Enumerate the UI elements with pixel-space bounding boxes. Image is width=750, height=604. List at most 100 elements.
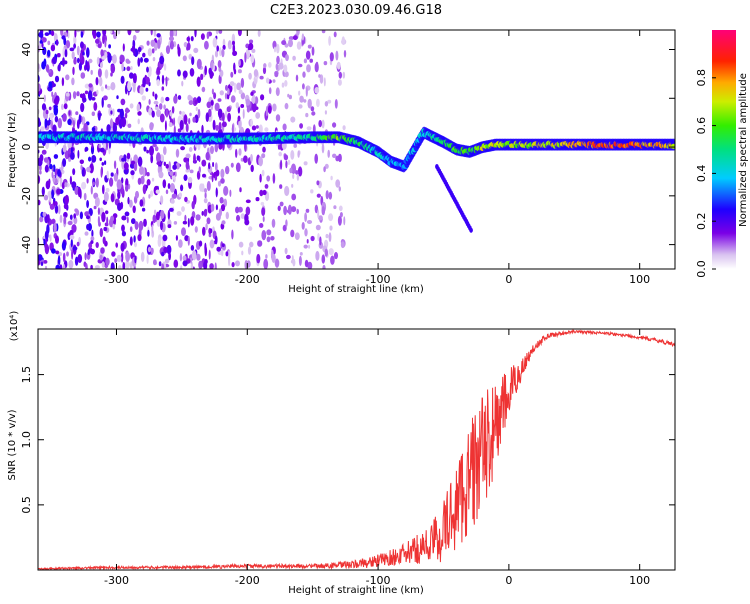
spectrogram-noise-mark (95, 77, 99, 86)
spectrogram-noise-mark (77, 57, 80, 64)
spectrogram-noise-mark (328, 248, 334, 256)
x-tick-label: -100 (366, 273, 391, 286)
spectrogram-noise-mark (251, 125, 257, 131)
spectrogram-noise-mark (124, 112, 128, 119)
colorbar-gradient (712, 30, 736, 269)
spectrogram-noise-mark (211, 172, 214, 183)
spectrogram-noise-mark (70, 152, 75, 160)
spectrogram-noise-mark (328, 191, 333, 200)
spectrogram-noise-mark (137, 118, 140, 125)
spectrogram-noise-mark (113, 160, 117, 169)
spectrogram-noise-mark (100, 62, 103, 69)
spectrogram-noise-mark (127, 123, 132, 128)
spectrogram-noise-mark (52, 124, 57, 134)
spectrogram-noise-mark (266, 175, 271, 182)
spectrogram-noise-mark (91, 155, 97, 163)
spectrogram-noise-mark (204, 192, 207, 199)
spectrogram-noise-mark (332, 153, 337, 158)
spectrogram-noise-mark (225, 211, 229, 220)
spectrogram-noise-mark (151, 177, 155, 182)
spectrogram-noise-mark (77, 186, 81, 198)
spectrogram-noise-mark (100, 247, 105, 254)
spectrogram-noise-mark (189, 257, 193, 264)
spectrogram-noise-mark (50, 30, 55, 37)
spectrogram-noise-mark (145, 87, 149, 92)
spectrogram-noise-mark (100, 86, 104, 92)
spectrogram-noise-mark (283, 64, 288, 73)
spectrogram-noise-mark (148, 107, 153, 116)
spectrogram-noise-mark (122, 262, 126, 269)
spectrogram-noise-mark (85, 263, 88, 269)
spectrogram-noise-mark (96, 89, 99, 95)
spectrogram-noise-mark (167, 224, 172, 229)
spectrogram-noise-mark (279, 201, 284, 207)
spectrogram-noise-mark (295, 170, 299, 175)
x-tick-label: -200 (235, 574, 260, 587)
spectrogram-noise-mark (125, 119, 128, 127)
spectrogram-noise-mark (158, 103, 163, 110)
spectrogram-noise-mark (221, 48, 225, 58)
spectrogram-noise-mark (200, 73, 204, 81)
spectrogram-noise-mark (240, 77, 245, 88)
spectrogram-noise-mark (215, 187, 218, 198)
spectrogram-noise-mark (218, 208, 222, 217)
spectrogram-noise-mark (110, 72, 113, 77)
spectrogram-noise-mark (343, 216, 346, 226)
spectrogram-noise-mark (314, 62, 319, 73)
spectrogram-noise-mark (105, 84, 108, 89)
spectrogram-noise-mark (163, 104, 166, 110)
spectrogram-noise-mark (110, 215, 115, 222)
spectrogram-noise-mark (143, 57, 149, 63)
spectrogram-noise-mark (314, 87, 320, 94)
spectrogram-noise-mark (149, 145, 154, 156)
spectrogram-noise-mark (110, 82, 116, 91)
spectrogram-noise-mark (95, 242, 99, 248)
spectrogram-noise-mark (132, 34, 137, 41)
spectrogram-noise-mark (231, 229, 234, 240)
spectrogram-noise-mark (265, 77, 270, 84)
spectrogram-noise-mark (68, 259, 74, 269)
spectrogram-noise-mark (308, 244, 311, 249)
y-tick-label: 0.5 (20, 496, 33, 514)
spectrogram-noise-mark (53, 97, 59, 106)
spectrogram-noise-mark (58, 62, 61, 72)
spectrogram-noise-mark (319, 236, 322, 246)
spectrogram-noise-mark (228, 255, 231, 267)
spectrogram-noise-mark (340, 241, 345, 249)
spectrogram-noise-mark (58, 204, 61, 215)
spectrogram-noise-mark (268, 87, 272, 95)
spectrogram-noise-mark (125, 260, 130, 269)
spectrogram-noise-mark (287, 93, 290, 98)
spectrogram-noise-mark (221, 220, 226, 225)
spectrogram-noise-mark (203, 209, 208, 217)
spectrogram-noise-mark (298, 104, 303, 109)
spectrogram-noise-mark (325, 190, 329, 200)
spectrogram-noise-mark (235, 162, 241, 173)
spectrogram-noise-mark (63, 103, 68, 110)
spectrogram-noise-mark (79, 93, 84, 99)
spectrogram-noise-mark (43, 194, 49, 201)
spectrogram-noise-mark (134, 255, 137, 264)
spectrogram-noise-mark (124, 211, 130, 217)
spectrogram-noise-mark (333, 205, 337, 210)
spectrogram-noise-mark (110, 64, 116, 74)
snr-panel: -300 -200 -100 0 100 0.5 1.0 1.5 Height of str… (7, 311, 676, 596)
spectrogram-noise-mark (56, 53, 61, 58)
spectrogram-noise-mark (315, 250, 320, 261)
spectrogram-noise-mark (284, 185, 290, 197)
spectrogram-noise-mark (259, 173, 262, 183)
spectrogram-noise-mark (43, 157, 49, 163)
spectrogram-noise-mark (84, 83, 90, 89)
spectrogram-noise-mark (286, 254, 291, 260)
spectrogram-noise-mark (139, 199, 144, 207)
spectrogram-noise-mark (54, 204, 59, 214)
spectrogram-noise-mark (75, 111, 79, 116)
spectrogram-noise-mark (321, 254, 326, 264)
x-tick-label: 100 (629, 273, 650, 286)
spectrogram-noise-mark (317, 209, 320, 219)
spectrogram-noise-mark (76, 119, 80, 129)
spectrogram-noise-mark (307, 98, 312, 109)
x-tick-label: -300 (104, 574, 129, 587)
spectrogram-noise-mark (99, 147, 105, 153)
spectrogram-noise-mark (173, 95, 178, 104)
